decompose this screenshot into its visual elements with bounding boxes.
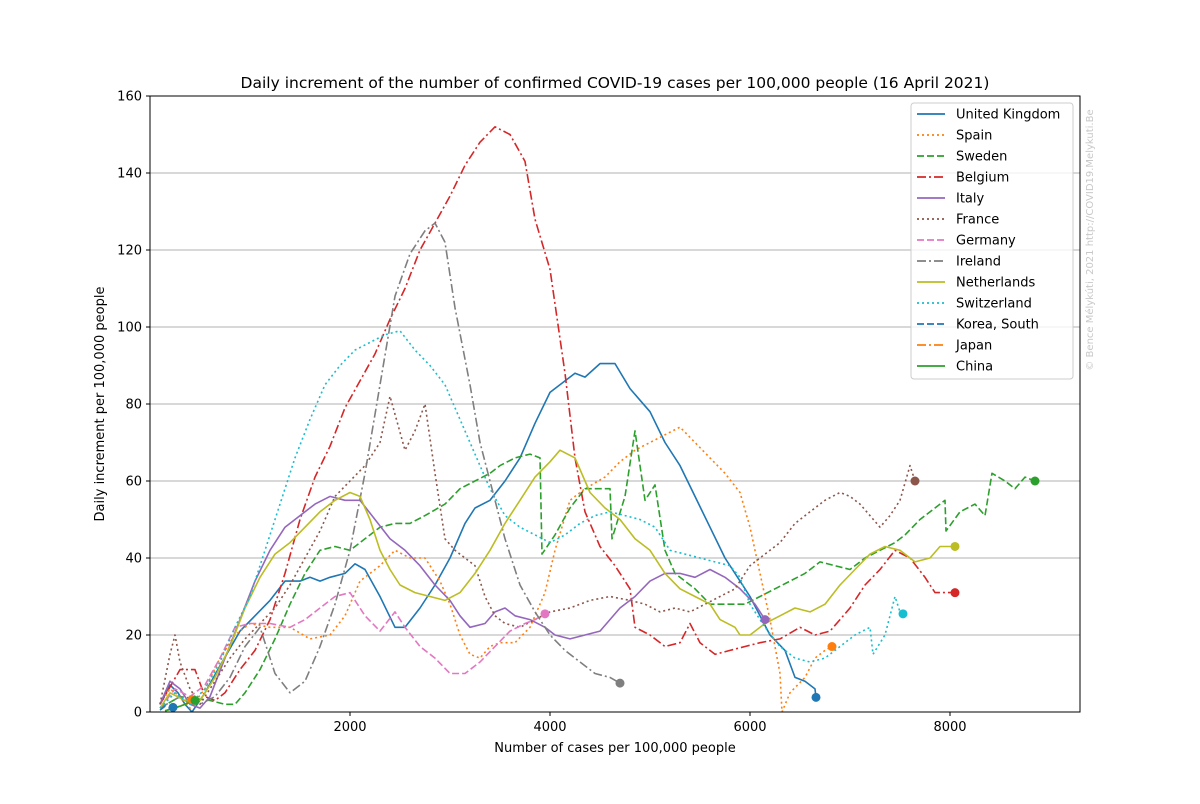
series-endpoint-spain <box>827 642 837 652</box>
legend-label-china: China <box>956 360 993 375</box>
series-line-sweden <box>159 430 1036 709</box>
legend: United Kingdom Spain Sweden Belgium Italy Fra… <box>910 102 1074 380</box>
legend-label-germany: Germany <box>956 234 1016 249</box>
legend-label-netherlands: Netherlands <box>956 276 1035 291</box>
x-tick-label-8000: 8000 <box>933 720 966 735</box>
series-endpoint-italy <box>760 615 770 625</box>
series-endpoint-united-kingdom <box>811 692 821 702</box>
x-tick-label-4000: 4000 <box>533 720 566 735</box>
axis-ticks: 0 20 40 60 80 100 120 140 160 2000 4000 6000 8000 <box>117 90 966 736</box>
y-tick-label-40: 40 <box>125 552 142 567</box>
legend-label-spain: Spain <box>956 129 992 144</box>
series-endpoint-korea-south <box>168 702 178 712</box>
series-lines <box>159 126 1036 712</box>
legend-label-italy: Italy <box>956 192 985 207</box>
y-tick-label-120: 120 <box>117 244 142 259</box>
legend-label-united-kingdom: United Kingdom <box>956 108 1060 123</box>
legend-items: United Kingdom Spain Sweden Belgium Italy Fra… <box>917 108 1060 375</box>
legend-label-belgium: Belgium <box>956 171 1009 186</box>
x-axis-label: Number of cases per 100,000 people <box>494 741 736 756</box>
series-line-germany <box>159 591 546 709</box>
series-line-france <box>159 395 916 706</box>
series-endpoint-china <box>190 695 200 705</box>
chart-title: Daily increment of the number of confirm… <box>241 74 990 92</box>
legend-label-korea-south: Korea, South <box>956 318 1039 333</box>
y-tick-label-20: 20 <box>125 629 142 644</box>
x-tick-label-6000: 6000 <box>733 720 766 735</box>
series-endpoints <box>168 476 1040 712</box>
series-line-belgium <box>159 126 955 705</box>
legend-label-ireland: Ireland <box>956 255 1001 270</box>
series-line-switzerland <box>159 330 904 709</box>
series-endpoint-switzerland <box>898 609 908 619</box>
series-endpoint-ireland <box>615 678 625 688</box>
series-line-ireland <box>159 222 621 709</box>
legend-label-sweden: Sweden <box>956 150 1007 165</box>
y-axis-label: Daily increment per 100,000 people <box>93 287 108 522</box>
y-tick-label-60: 60 <box>125 475 142 490</box>
series-endpoint-netherlands <box>950 541 960 551</box>
legend-label-japan: Japan <box>955 339 992 354</box>
series-line-united-kingdom <box>159 362 817 712</box>
legend-box <box>910 102 1074 380</box>
y-tick-label-100: 100 <box>117 321 142 336</box>
y-tick-label-80: 80 <box>125 398 142 413</box>
series-line-netherlands <box>159 449 955 709</box>
y-tick-label-0: 0 <box>134 706 142 721</box>
x-tick-label-2000: 2000 <box>333 720 366 735</box>
series-endpoint-belgium <box>950 588 960 598</box>
series-endpoint-sweden <box>1030 476 1040 486</box>
series-endpoint-france <box>910 476 920 486</box>
series-endpoint-germany <box>540 609 550 619</box>
legend-label-france: France <box>956 213 999 228</box>
legend-label-switzerland: Switzerland <box>956 297 1032 312</box>
watermark: © Bence Mélykúti, 2021 http://COVID19.Me… <box>1084 109 1096 370</box>
y-tick-label-140: 140 <box>117 167 142 182</box>
y-tick-label-160: 160 <box>117 90 142 105</box>
